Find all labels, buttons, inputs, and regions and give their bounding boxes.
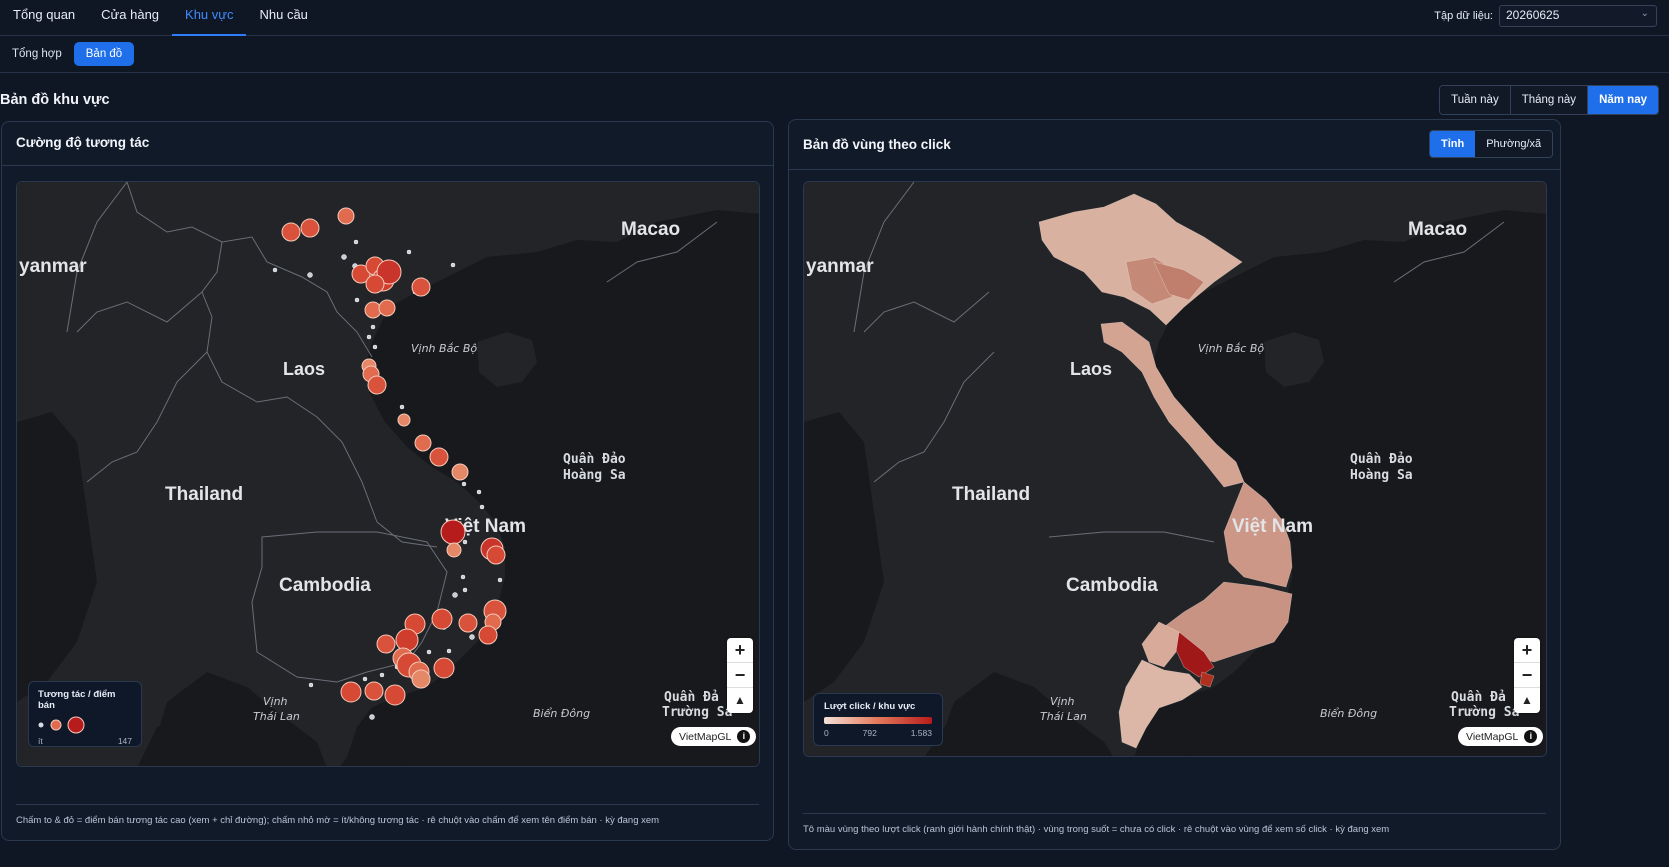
label-gulf-thailand-2: Thái Lan: [1040, 710, 1087, 723]
legend-title: Tương tác / điểm bán: [38, 689, 116, 711]
section-title: Bản đồ khu vực: [0, 92, 110, 108]
card-footnote: Chấm to & đỏ = điểm bán tương tác cao (x…: [16, 804, 759, 840]
region-level-toggle: Tỉnh Phường/xã: [1429, 130, 1554, 158]
legend-min: ít: [38, 736, 43, 746]
label-cambodia: Cambodia: [1066, 575, 1158, 596]
legend-bubbles: [38, 716, 85, 734]
land-mainland: [804, 182, 1546, 756]
legend-tick-mid: 792: [862, 728, 877, 738]
zoom-in-button[interactable]: +: [727, 638, 753, 663]
card-title: Cường độ tương tác: [2, 122, 773, 166]
label-paracel-2: Hoàng Sa: [563, 468, 626, 483]
label-east-sea: Biển Đông: [533, 707, 590, 720]
label-spratly-2: Trường Sa: [662, 705, 733, 720]
range-year-button[interactable]: Năm nay: [1588, 86, 1658, 114]
choropleth-legend: Lượt click / khu vực 0 792 1.583: [813, 693, 943, 746]
dataset-select[interactable]: 20260625 ⌄: [1499, 5, 1657, 27]
label-gulf-thailand-1: Vịnh: [1050, 695, 1075, 708]
zoom-in-button[interactable]: +: [1514, 638, 1540, 663]
bubble-legend: Tương tác / điểm bán ít 147: [28, 681, 142, 747]
island-hainan: [477, 332, 537, 387]
label-spratly-1: Quần Đả: [1451, 690, 1506, 705]
dataset-value: 20260625: [1506, 8, 1560, 22]
province-regions: [1038, 193, 1293, 749]
label-myanmar: yanmar: [806, 256, 874, 277]
info-icon[interactable]: i: [737, 730, 751, 743]
range-month-button[interactable]: Tháng này: [1510, 86, 1589, 114]
label-thailand: Thailand: [165, 484, 243, 505]
choropleth-map-canvas: yanmar Macao Laos Thailand Cambodia Việt…: [804, 182, 1546, 756]
zoom-controls: + − ▲: [1514, 638, 1540, 713]
label-gulf-tonkin: Vịnh Bắc Bộ: [1198, 342, 1264, 355]
interaction-bubbles: [281, 207, 507, 706]
top-nav: Tổng quan Cửa hàng Khu vực Nhu cầu: [0, 0, 1669, 36]
attribution-text: VietMapGL: [679, 730, 732, 743]
subtab-tong-hop[interactable]: Tổng hợp: [12, 48, 62, 60]
label-gulf-tonkin: Vịnh Bắc Bộ: [411, 342, 477, 355]
tab-nhu-cau[interactable]: Nhu cầu: [259, 7, 308, 22]
label-paracel-1: Quần Đảo: [1350, 452, 1413, 467]
subtab-ban-do[interactable]: Bản đồ: [73, 42, 135, 66]
label-macao: Macao: [621, 219, 680, 240]
dataset-label: Tập dữ liệu:: [1434, 10, 1493, 22]
zoom-controls: + − ▲: [727, 638, 753, 713]
compass-button[interactable]: ▲: [734, 693, 746, 707]
level-ward-button[interactable]: Phường/xã: [1475, 131, 1553, 157]
tab-cua-hang[interactable]: Cửa hàng: [101, 7, 160, 22]
range-week-button[interactable]: Tuần này: [1440, 86, 1511, 114]
sub-nav: Tổng hợp Bản đồ: [0, 36, 1669, 73]
chevron-down-icon: ⌄: [1640, 8, 1649, 19]
click-region-map-card: Bản đồ vùng theo click Tỉnh Phường/xã: [788, 119, 1561, 850]
label-paracel-2: Hoàng Sa: [1350, 468, 1413, 483]
border-lines: [853, 182, 1505, 543]
sea-andaman: [17, 412, 97, 702]
bubble-map-canvas: yanmar Macao Laos Thailand Cambodia Việt…: [17, 182, 759, 766]
label-laos: Laos: [1070, 359, 1112, 379]
sea-east: [1187, 422, 1546, 756]
land-mainland: [17, 182, 759, 766]
label-spratly-1: Quần Đả: [664, 690, 719, 705]
interaction-map-card: Cường độ tương tác yanmar: [1, 121, 774, 841]
sea-gulf-thailand: [147, 672, 327, 766]
attribution-text: VietMapGL: [1466, 730, 1519, 743]
card-footnote: Tô màu vùng theo lượt click (ranh giới h…: [803, 813, 1546, 849]
legend-tick-max: 1.583: [910, 728, 932, 738]
label-gulf-thailand-2: Thái Lan: [253, 710, 300, 723]
compass-button[interactable]: ▲: [1521, 693, 1533, 707]
legend-tick-min: 0: [824, 728, 829, 738]
card-title: Bản đồ vùng theo click: [789, 120, 1560, 170]
zoom-out-button[interactable]: −: [1514, 663, 1540, 688]
bubble-map[interactable]: yanmar Macao Laos Thailand Cambodia Việt…: [16, 181, 760, 767]
label-macao: Macao: [1408, 219, 1467, 240]
label-east-sea: Biển Đông: [1320, 707, 1377, 720]
island-hainan: [1264, 332, 1324, 387]
dataset-picker: Tập dữ liệu: 20260625 ⌄: [1434, 5, 1657, 27]
label-vietnam: Việt Nam: [1232, 516, 1313, 537]
label-myanmar: yanmar: [19, 256, 87, 277]
time-range-toggle: Tuần này Tháng này Năm nay: [1439, 85, 1659, 115]
label-laos: Laos: [283, 359, 325, 379]
legend-gradient-bar: [824, 717, 932, 724]
attribution-badge: VietMapGL i: [671, 727, 757, 746]
tab-tong-quan[interactable]: Tổng quan: [13, 7, 76, 22]
label-spratly-2: Trường Sa: [1449, 705, 1520, 720]
zoom-out-button[interactable]: −: [727, 663, 753, 688]
sea-east: [399, 422, 759, 766]
label-gulf-thailand-1: Vịnh: [263, 695, 288, 708]
legend-title: Lượt click / khu vực: [824, 701, 916, 712]
choropleth-map[interactable]: yanmar Macao Laos Thailand Cambodia Việt…: [803, 181, 1547, 757]
tab-khu-vuc[interactable]: Khu vực: [172, 0, 247, 36]
label-cambodia: Cambodia: [279, 575, 371, 596]
info-icon[interactable]: i: [1524, 730, 1538, 743]
attribution-badge: VietMapGL i: [1458, 727, 1544, 746]
sea-gulf-thailand: [934, 672, 1113, 756]
label-paracel-1: Quần Đảo: [563, 452, 626, 467]
label-thailand: Thailand: [952, 484, 1030, 505]
legend-max: 147: [117, 736, 132, 746]
level-province-button[interactable]: Tỉnh: [1430, 131, 1476, 157]
sea-andaman: [804, 412, 884, 702]
